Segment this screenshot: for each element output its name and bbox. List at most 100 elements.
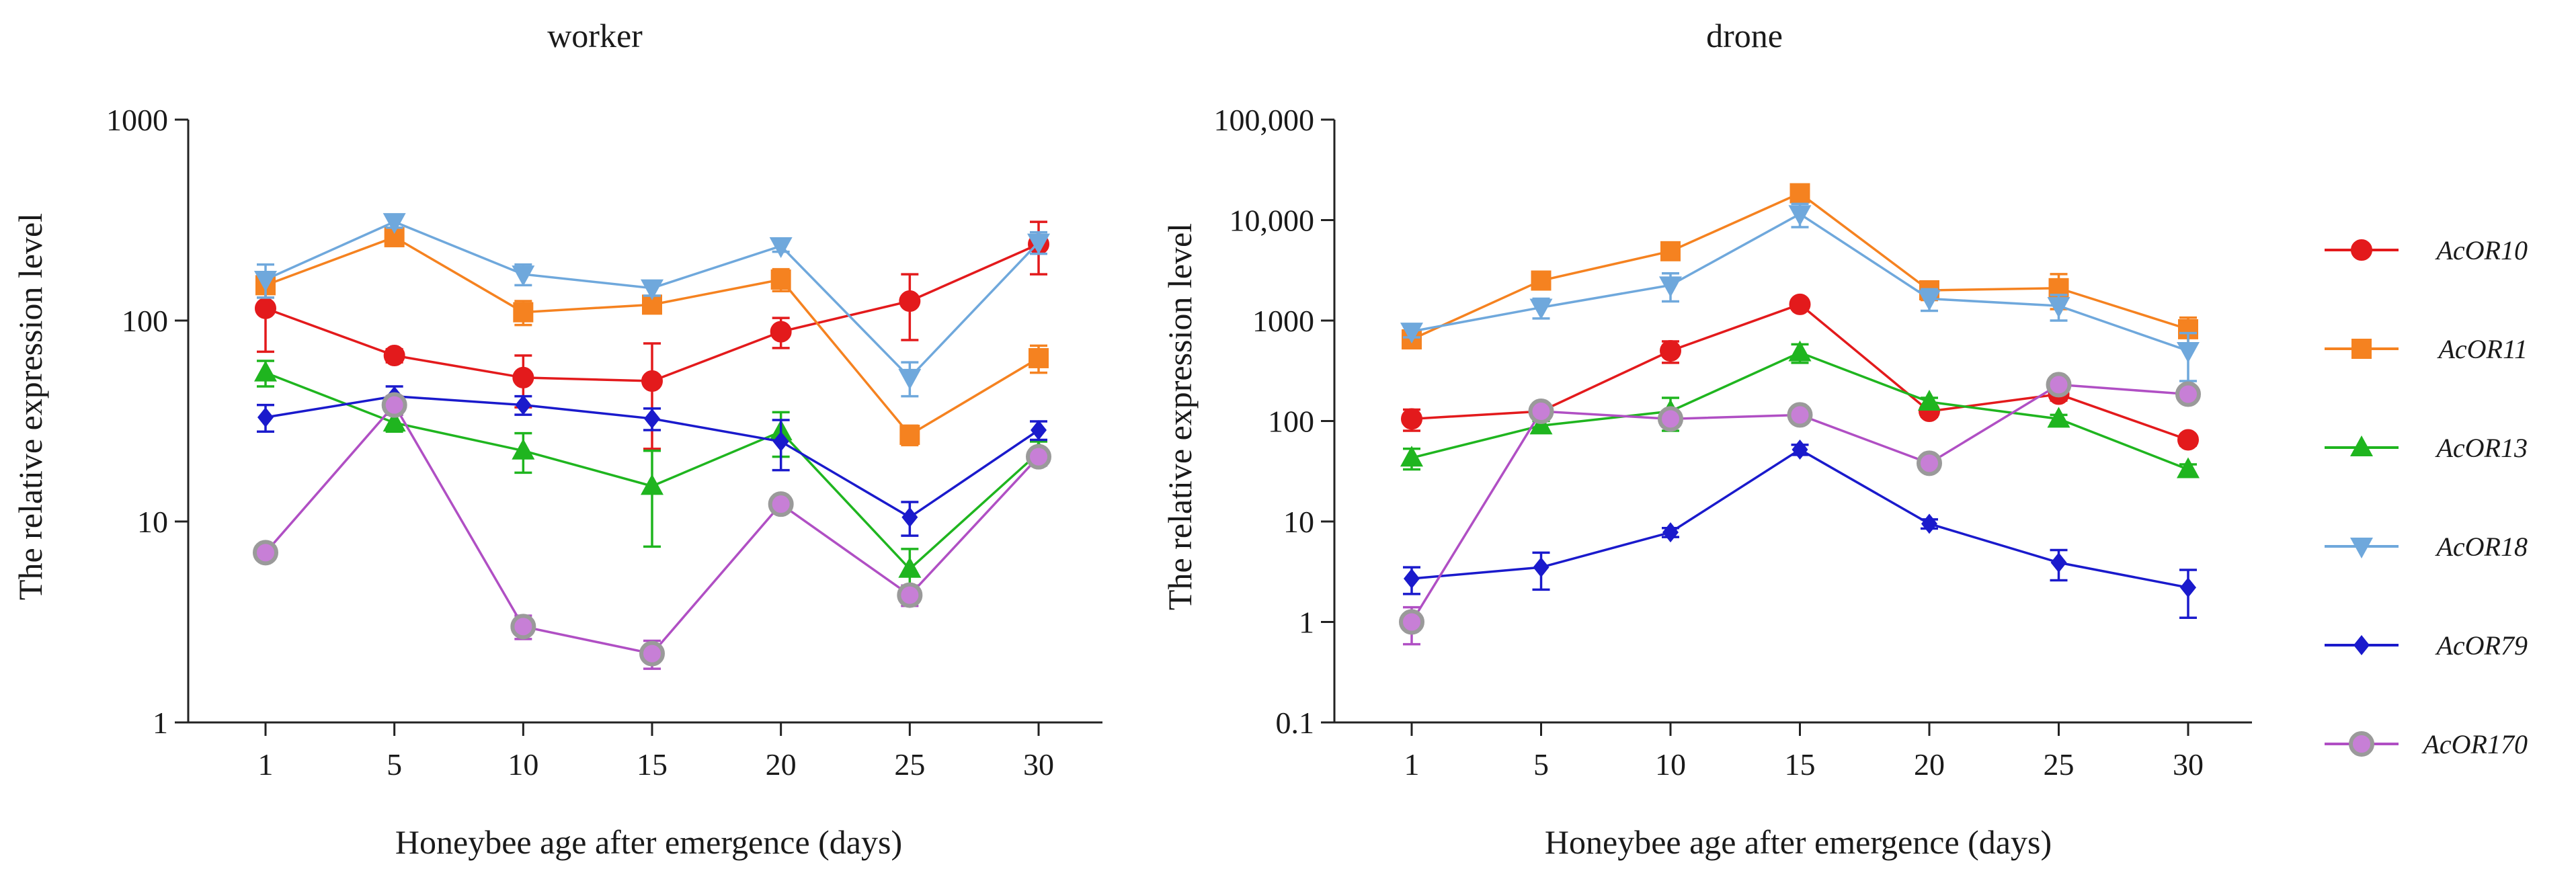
worker-y-tick-label: 1000 [106, 103, 168, 137]
drone-ylabel: The relative expression level [1161, 223, 1199, 610]
legend-label: AcOR79 [2434, 630, 2528, 661]
data-point [1658, 406, 1683, 432]
drone-x-tick-label: 25 [2044, 747, 2075, 782]
drone-y-tick-label: 1000 [1252, 304, 1314, 338]
legend-item-acor11: AcOR11 [2325, 334, 2528, 364]
drone-series-acor13 [1400, 340, 2200, 478]
data-point [515, 394, 532, 415]
data-point [2047, 407, 2070, 428]
worker-series-acor11 [255, 226, 1049, 447]
drone-y-tick-label: 10,000 [1230, 204, 1315, 238]
data-point [512, 265, 535, 287]
error-bar [643, 449, 661, 548]
legend-item-acor170: AcOR170 [2325, 729, 2528, 759]
worker-x-tick-label: 1 [258, 747, 274, 782]
drone-x-tick-label: 1 [1404, 747, 1420, 782]
worker-x-tick-label: 5 [387, 747, 402, 782]
drone-y-tick-label: 10 [1283, 505, 1314, 539]
data-point [1529, 298, 1553, 320]
drone-x-tick-label: 10 [1655, 747, 1686, 782]
data-point [1400, 323, 1423, 344]
data-point [1917, 450, 1942, 476]
legend-marker [2349, 731, 2374, 757]
worker-series-acor170 [253, 392, 1051, 670]
legend-marker [2351, 239, 2372, 261]
data-point [2046, 372, 2072, 398]
data-point [898, 368, 922, 390]
data-point [899, 290, 921, 312]
data-point [1528, 399, 1554, 425]
data-point [2175, 381, 2201, 407]
data-point [1918, 390, 1941, 411]
drone-y-tick-label: 100,000 [1214, 103, 1315, 137]
drone-y-tick-label: 100 [1268, 405, 1314, 439]
data-point [1789, 293, 1811, 315]
legend: AcOR10 AcOR11 AcOR13 AcOR18 AcOR79 AcOR170 [2325, 235, 2528, 759]
data-point [1404, 569, 1420, 589]
series-line [1411, 212, 2189, 352]
legend-marker [2351, 339, 2372, 359]
data-point [1533, 557, 1549, 578]
data-point [512, 366, 534, 388]
legend-marker [2350, 435, 2373, 456]
data-point [1027, 233, 1050, 255]
data-point [383, 213, 406, 235]
data-point [2050, 552, 2067, 573]
data-point [768, 491, 794, 517]
worker-x-tick-label: 30 [1023, 747, 1054, 782]
data-point [1659, 276, 1682, 298]
data-point [383, 345, 405, 367]
legend-item-acor79: AcOR79 [2325, 630, 2528, 661]
data-point [1788, 205, 1812, 226]
worker-x-tick-label: 25 [894, 747, 925, 782]
data-point [1660, 241, 1681, 261]
data-point [255, 297, 276, 319]
worker-xlabel: Honeybee age after emergence (days) [395, 823, 902, 861]
drone-series-acor18 [1400, 202, 2200, 382]
data-point [512, 438, 535, 460]
data-point [641, 279, 663, 300]
legend-marker [2353, 635, 2370, 655]
legend-label: AcOR18 [2434, 532, 2528, 562]
drone-title: drone [1706, 17, 1783, 54]
data-point [1787, 402, 1813, 428]
data-point [772, 431, 789, 452]
data-point [639, 640, 665, 667]
data-point [769, 237, 793, 259]
drone-x-tick-label: 5 [1533, 747, 1549, 782]
worker-x-tick-label: 20 [766, 747, 797, 782]
legend-label: AcOR170 [2421, 729, 2528, 759]
data-point [899, 425, 920, 446]
data-point [1792, 439, 1808, 460]
data-point [2177, 342, 2200, 364]
data-point [1400, 446, 1423, 467]
worker-chart: worker The relative expression level Hon… [11, 17, 1102, 861]
data-point [510, 614, 536, 640]
legend-label: AcOR13 [2434, 433, 2528, 463]
drone-y-tick-label: 1 [1299, 605, 1314, 640]
drone-x-tick-label: 20 [1914, 747, 1945, 782]
data-point [2180, 577, 2196, 598]
data-point [2177, 429, 2199, 451]
drone-series-acor79 [1403, 439, 2197, 620]
worker-ylabel: The relative expression level [11, 213, 49, 600]
data-point [644, 408, 660, 429]
data-point [1026, 444, 1051, 470]
data-point [1789, 183, 1810, 204]
worker-title: worker [547, 17, 643, 54]
data-point [513, 302, 534, 323]
data-point [2047, 297, 2070, 319]
data-point [1918, 290, 1941, 311]
data-point [770, 269, 791, 290]
data-point [1660, 340, 1681, 362]
drone-series-acor170 [1399, 372, 2201, 646]
worker-y-tick-label: 100 [122, 304, 168, 338]
data-point [1788, 340, 1812, 362]
worker-y-tick-label: 10 [137, 505, 168, 539]
data-point [1662, 522, 1679, 543]
legend-label: AcOR10 [2434, 235, 2528, 265]
data-point [254, 360, 277, 382]
worker-series-acor18 [254, 213, 1050, 398]
series-line [1411, 448, 2189, 589]
